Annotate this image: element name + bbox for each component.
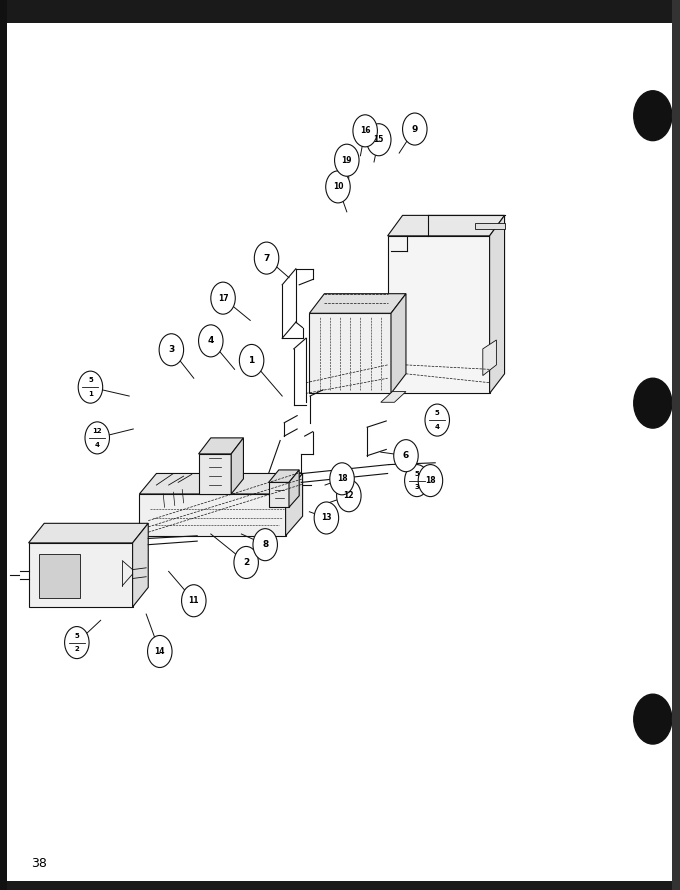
Circle shape: [326, 171, 350, 203]
Text: 6: 6: [403, 451, 409, 460]
Polygon shape: [381, 392, 406, 402]
Text: 15: 15: [373, 135, 384, 144]
Circle shape: [199, 325, 223, 357]
Polygon shape: [269, 470, 299, 482]
Polygon shape: [388, 236, 490, 393]
Polygon shape: [231, 438, 243, 494]
Polygon shape: [309, 294, 406, 313]
Circle shape: [159, 334, 184, 366]
Text: 10: 10: [333, 182, 343, 191]
Circle shape: [211, 282, 235, 314]
Circle shape: [403, 113, 427, 145]
Text: 12: 12: [92, 428, 102, 434]
Polygon shape: [0, 881, 680, 890]
Circle shape: [239, 344, 264, 376]
Text: 11: 11: [188, 596, 199, 605]
Polygon shape: [0, 0, 7, 890]
Polygon shape: [29, 523, 148, 543]
Text: 16: 16: [360, 126, 371, 135]
Circle shape: [634, 694, 672, 744]
Circle shape: [367, 124, 391, 156]
Circle shape: [253, 529, 277, 561]
Circle shape: [353, 115, 377, 147]
Text: 2: 2: [243, 558, 250, 567]
Polygon shape: [286, 473, 303, 536]
Text: 5: 5: [88, 377, 92, 384]
Circle shape: [634, 91, 672, 141]
Circle shape: [65, 627, 89, 659]
Circle shape: [634, 378, 672, 428]
Polygon shape: [29, 543, 133, 607]
Circle shape: [330, 463, 354, 495]
Text: 1: 1: [248, 356, 255, 365]
Polygon shape: [289, 470, 299, 507]
Polygon shape: [0, 0, 680, 23]
Polygon shape: [39, 554, 80, 598]
Circle shape: [85, 422, 109, 454]
Polygon shape: [133, 523, 148, 607]
Text: 2: 2: [75, 646, 79, 652]
Text: 7: 7: [263, 254, 270, 263]
Text: 18: 18: [425, 476, 436, 485]
Text: 4: 4: [435, 424, 440, 430]
Text: 18: 18: [337, 474, 347, 483]
Text: 1: 1: [88, 391, 93, 397]
Circle shape: [335, 144, 359, 176]
Circle shape: [78, 371, 103, 403]
Polygon shape: [139, 473, 303, 494]
Text: 3: 3: [168, 345, 175, 354]
Text: 4: 4: [207, 336, 214, 345]
Text: 19: 19: [341, 156, 352, 165]
Text: 3: 3: [414, 484, 420, 490]
Text: 9: 9: [411, 125, 418, 134]
Text: 8: 8: [262, 540, 269, 549]
Polygon shape: [490, 215, 505, 393]
Polygon shape: [475, 222, 505, 229]
Text: 17: 17: [218, 294, 228, 303]
Text: 38: 38: [31, 857, 46, 870]
Text: 12: 12: [343, 491, 354, 500]
Text: 5: 5: [415, 471, 419, 477]
Polygon shape: [483, 340, 496, 376]
Circle shape: [337, 480, 361, 512]
Text: 5: 5: [435, 410, 439, 417]
Circle shape: [394, 440, 418, 472]
Text: 5: 5: [75, 633, 79, 639]
Polygon shape: [309, 313, 391, 393]
Circle shape: [254, 242, 279, 274]
Text: 13: 13: [321, 514, 332, 522]
Polygon shape: [199, 438, 243, 454]
Circle shape: [182, 585, 206, 617]
Text: 14: 14: [154, 647, 165, 656]
Circle shape: [418, 465, 443, 497]
Circle shape: [314, 502, 339, 534]
Circle shape: [148, 635, 172, 668]
Circle shape: [405, 465, 429, 497]
Polygon shape: [672, 0, 680, 890]
Text: 4: 4: [95, 441, 100, 448]
Polygon shape: [199, 454, 231, 494]
Circle shape: [425, 404, 449, 436]
Polygon shape: [269, 482, 289, 507]
Circle shape: [234, 546, 258, 579]
Polygon shape: [391, 294, 406, 393]
Polygon shape: [388, 215, 505, 236]
Polygon shape: [139, 494, 286, 536]
